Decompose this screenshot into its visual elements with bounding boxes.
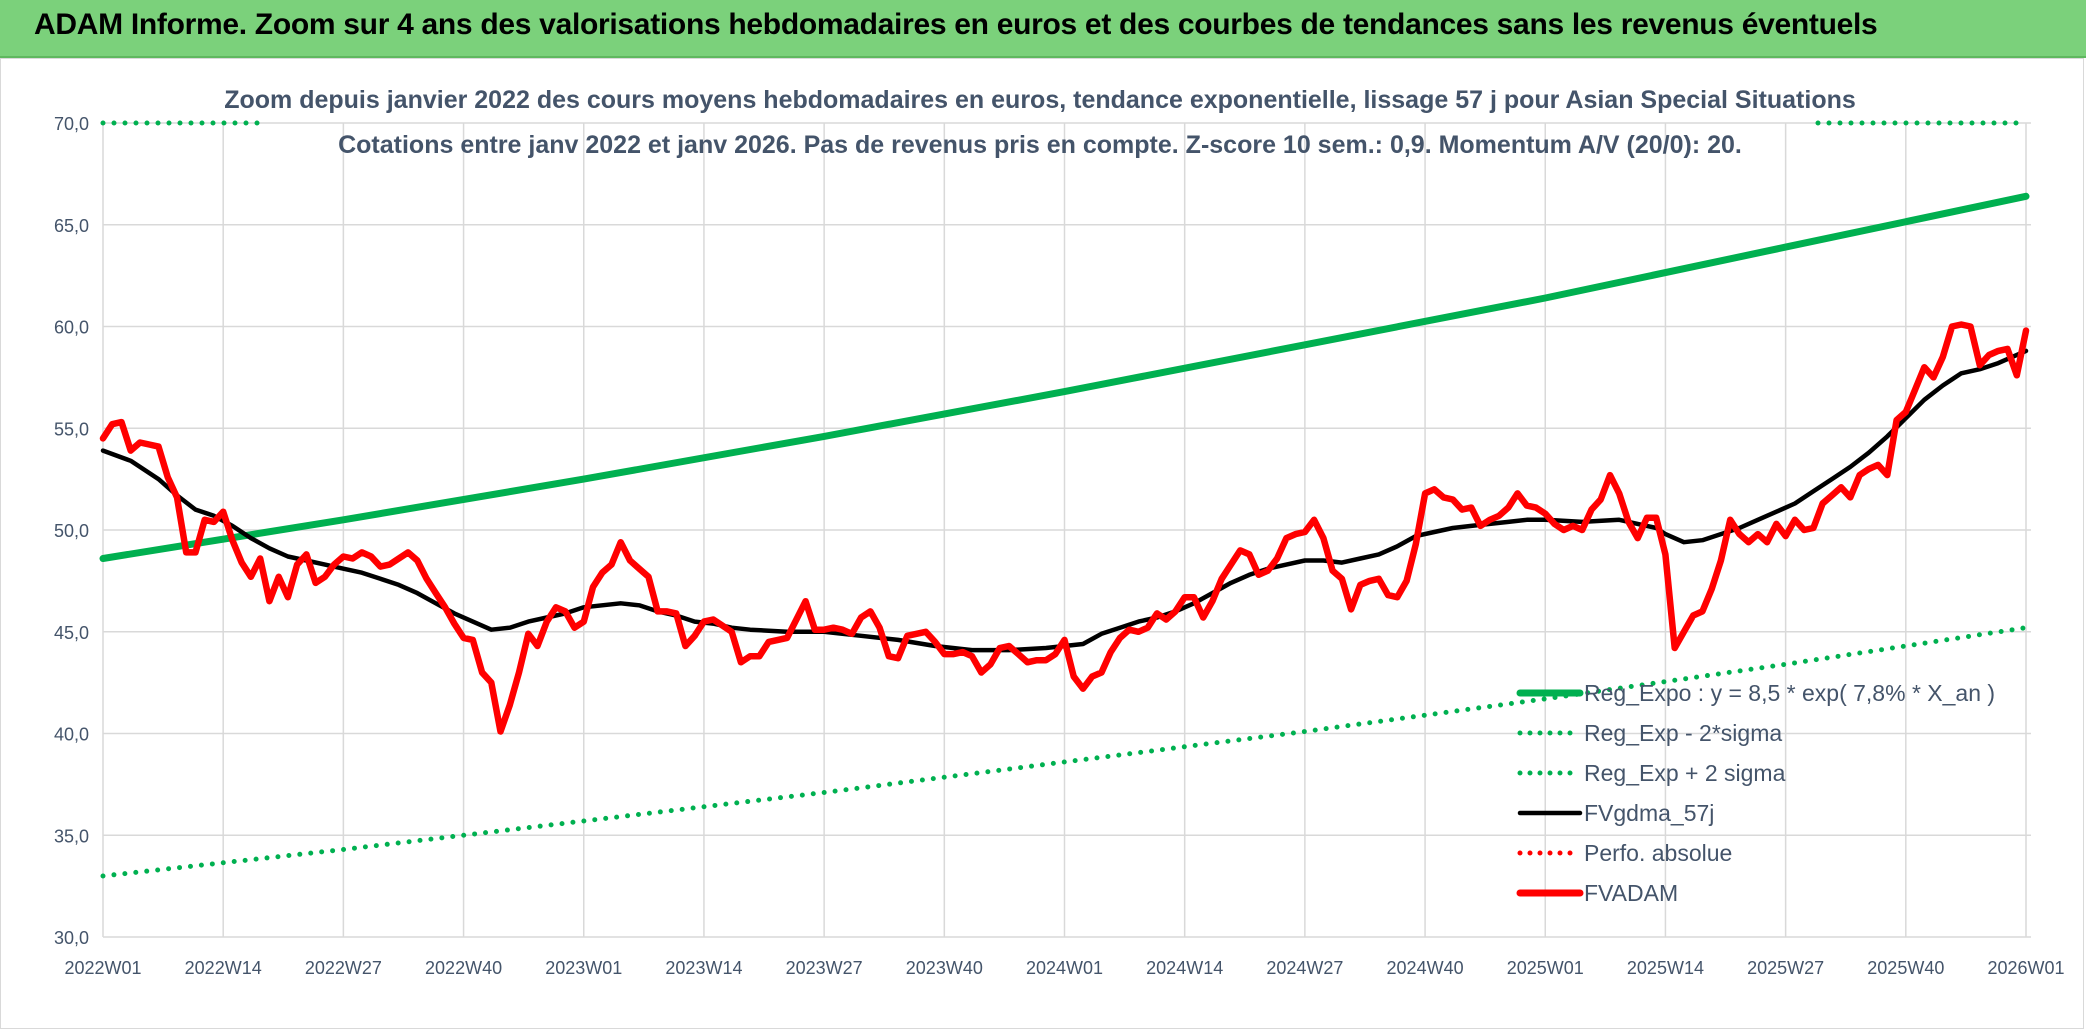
x-tick-label: 2025W40: [1867, 958, 1944, 978]
y-tick-label: 35,0: [54, 826, 89, 846]
x-tick-label: 2024W27: [1266, 958, 1343, 978]
legend-label-2: Reg_Exp + 2 sigma: [1584, 760, 1786, 786]
legend-label-5: FVADAM: [1584, 880, 1678, 906]
y-tick-label: 60,0: [54, 318, 89, 338]
legend: Reg_Expo : y = 8,5 * exp( 7,8% * X_an ) R…: [1516, 680, 1995, 906]
y-tick-label: 55,0: [54, 419, 89, 439]
y-tick-label: 30,0: [54, 928, 89, 948]
y-tick-label: 40,0: [54, 725, 89, 745]
x-axis-ticks: 2022W01 2022W14 2022W27 2022W40 2023W01 2023W…: [64, 958, 2064, 978]
y-tick-label: 50,0: [54, 521, 89, 541]
series-line-5: [99, 321, 2030, 735]
y-tick-label: 70,0: [54, 114, 89, 134]
x-tick-label: 2024W14: [1146, 958, 1223, 978]
y-tick-label: 65,0: [54, 216, 89, 236]
x-tick-label: 2025W01: [1507, 958, 1584, 978]
x-tick-label: 2024W01: [1026, 958, 1103, 978]
x-tick-label: 2023W01: [545, 958, 622, 978]
x-tick-label: 2024W40: [1387, 958, 1464, 978]
legend-label-3: FVgdma_57j: [1584, 800, 1714, 826]
legend-label-0: Reg_Expo : y = 8,5 * exp( 7,8% * X_an ): [1584, 680, 1995, 706]
x-tick-label: 2022W27: [305, 958, 382, 978]
y-axis-ticks: 30,0 35,0 40,0 45,0 50,0 55,0 60,0 65,0 70,0: [54, 114, 89, 948]
report-title: ADAM Informe. Zoom sur 4 ans des valoris…: [34, 8, 1878, 41]
series-group: [99, 120, 2030, 879]
x-tick-label: 2023W14: [665, 958, 742, 978]
x-tick-label: 2025W14: [1627, 958, 1704, 978]
y-tick-label: 45,0: [54, 623, 89, 643]
x-tick-label: 2023W40: [906, 958, 983, 978]
series-line-0: [99, 192, 2030, 562]
chart-subtitle: Cotations entre janv 2022 et janv 2026. …: [338, 131, 1742, 159]
x-tick-label: 2023W27: [786, 958, 863, 978]
x-tick-label: 2026W01: [1987, 958, 2064, 978]
series-line-1: [100, 625, 2029, 879]
legend-label-4: Perfo. absolue: [1584, 840, 1732, 866]
chart-frame: [0, 58, 2084, 1029]
x-tick-label: 2022W01: [64, 958, 141, 978]
x-tick-label: 2022W40: [425, 958, 502, 978]
x-tick-label: 2025W27: [1747, 958, 1824, 978]
x-tick-label: 2022W14: [185, 958, 262, 978]
gridlines: [102, 122, 2031, 938]
report-banner: ADAM Informe. Zoom sur 4 ans des valoris…: [0, 0, 2086, 58]
chart-titles: Zoom depuis janvier 2022 des cours moyen…: [224, 86, 1856, 159]
legend-label-1: Reg_Exp - 2*sigma: [1584, 720, 1782, 746]
chart-title: Zoom depuis janvier 2022 des cours moyen…: [224, 86, 1856, 114]
